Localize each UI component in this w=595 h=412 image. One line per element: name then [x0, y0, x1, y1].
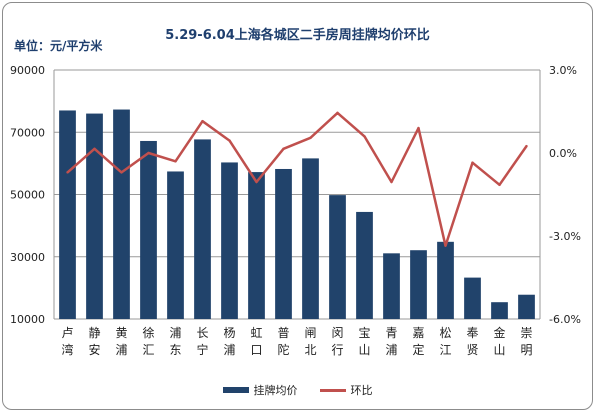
line-point [498, 183, 501, 187]
line-series [66, 111, 528, 247]
bar [59, 110, 76, 320]
line-point [525, 144, 528, 148]
x-tick-label: 浦 [115, 343, 127, 357]
x-tick-label: 行 [331, 343, 343, 357]
left-tick-label: 10000 [10, 313, 45, 326]
line-point [120, 171, 123, 174]
line-point [282, 147, 285, 151]
line-point [471, 161, 474, 164]
x-tick-label: 北 [304, 343, 316, 357]
right-tick-label: -3.0% [549, 230, 581, 243]
legend-item-line: 环比 [319, 382, 373, 398]
x-tick-label: 杨 [223, 325, 235, 340]
x-tick-label: 普 [277, 326, 289, 340]
bar [329, 195, 346, 319]
x-tick-label: 奉 [466, 326, 478, 340]
legend-item-bar: 挂牌均价 [222, 382, 298, 398]
x-tick-label: 山 [358, 343, 370, 357]
bar [275, 168, 292, 319]
right-tick-label: 3.0% [549, 64, 577, 77]
bar [464, 277, 481, 319]
line-point [228, 139, 231, 142]
bar [248, 172, 265, 319]
x-tick-label: 长 [196, 326, 208, 340]
line-point [174, 160, 177, 163]
x-tick-label: 闵 [331, 325, 343, 340]
x-tick-label: 嘉 [412, 326, 424, 340]
left-tick-label: 50000 [10, 189, 45, 202]
line-point [255, 180, 258, 184]
right-tick-label: -6.0% [549, 313, 581, 326]
left-tick-label: 70000 [10, 126, 45, 139]
line-point [147, 151, 150, 155]
bar [383, 253, 400, 319]
x-tick-label: 贤 [466, 343, 478, 357]
x-tick-label: 湾 [61, 342, 73, 357]
bar [221, 162, 238, 319]
x-tick-label: 青 [385, 326, 397, 340]
bar [86, 113, 103, 319]
x-tick-label: 安 [88, 342, 100, 357]
line-point [66, 171, 69, 174]
x-tick-label: 山 [493, 343, 505, 357]
x-tick-label: 卢 [61, 325, 73, 340]
x-tick-label: 明 [520, 343, 532, 357]
x-tick-label: 闸 [304, 326, 316, 340]
x-tick-label: 口 [250, 343, 262, 357]
left-tick-label: 30000 [10, 251, 45, 264]
x-tick-label: 江 [439, 343, 451, 357]
left-tick-label: 90000 [10, 64, 45, 77]
bar [140, 140, 157, 319]
line-point [417, 126, 420, 130]
bar [491, 302, 508, 319]
line-point [93, 147, 96, 151]
line-point [309, 136, 312, 139]
x-tick-label: 徐 [142, 325, 154, 340]
x-tick-label: 浦 [385, 343, 397, 357]
x-tick-label: 宝 [358, 326, 370, 340]
legend-label-line: 环比 [350, 384, 373, 397]
x-tick-label: 崇 [520, 326, 532, 340]
x-tick-label: 东 [169, 343, 181, 357]
bar [302, 158, 319, 319]
bar [194, 139, 211, 319]
x-tick-label: 汇 [142, 343, 154, 357]
line-point [390, 180, 393, 184]
unit-label: 单位：元/平方米 [14, 39, 103, 53]
line-point [444, 244, 447, 247]
legend-swatch-line [319, 388, 346, 392]
x-tick-label: 陀 [277, 342, 289, 357]
x-tick-label: 静 [88, 326, 100, 340]
x-tick-label: 浦 [169, 326, 181, 340]
bar [167, 171, 184, 319]
bar [356, 211, 373, 319]
x-tick-label: 黄 [115, 326, 127, 340]
right-tick-label: 0.0% [549, 147, 577, 160]
line-point [363, 135, 366, 138]
x-tick-label: 宁 [196, 342, 208, 357]
line-point [201, 119, 204, 123]
line-point [336, 111, 339, 115]
bar [113, 109, 130, 319]
chart-title: 5.29-6.04上海各城区二手房周挂牌均价环比 [165, 28, 430, 43]
legend-label-bar: 挂牌均价 [253, 384, 298, 397]
legend-swatch-bar [222, 387, 249, 393]
x-tick-label: 定 [412, 342, 424, 357]
x-tick-label: 松 [439, 326, 451, 340]
bar [518, 294, 535, 319]
bar [437, 241, 454, 319]
legend: 挂牌均价 环比 [0, 382, 595, 398]
bar [410, 250, 427, 319]
x-tick-label: 浦 [223, 343, 235, 357]
x-tick-label: 金 [493, 325, 505, 340]
x-tick-label: 虹 [250, 326, 262, 340]
